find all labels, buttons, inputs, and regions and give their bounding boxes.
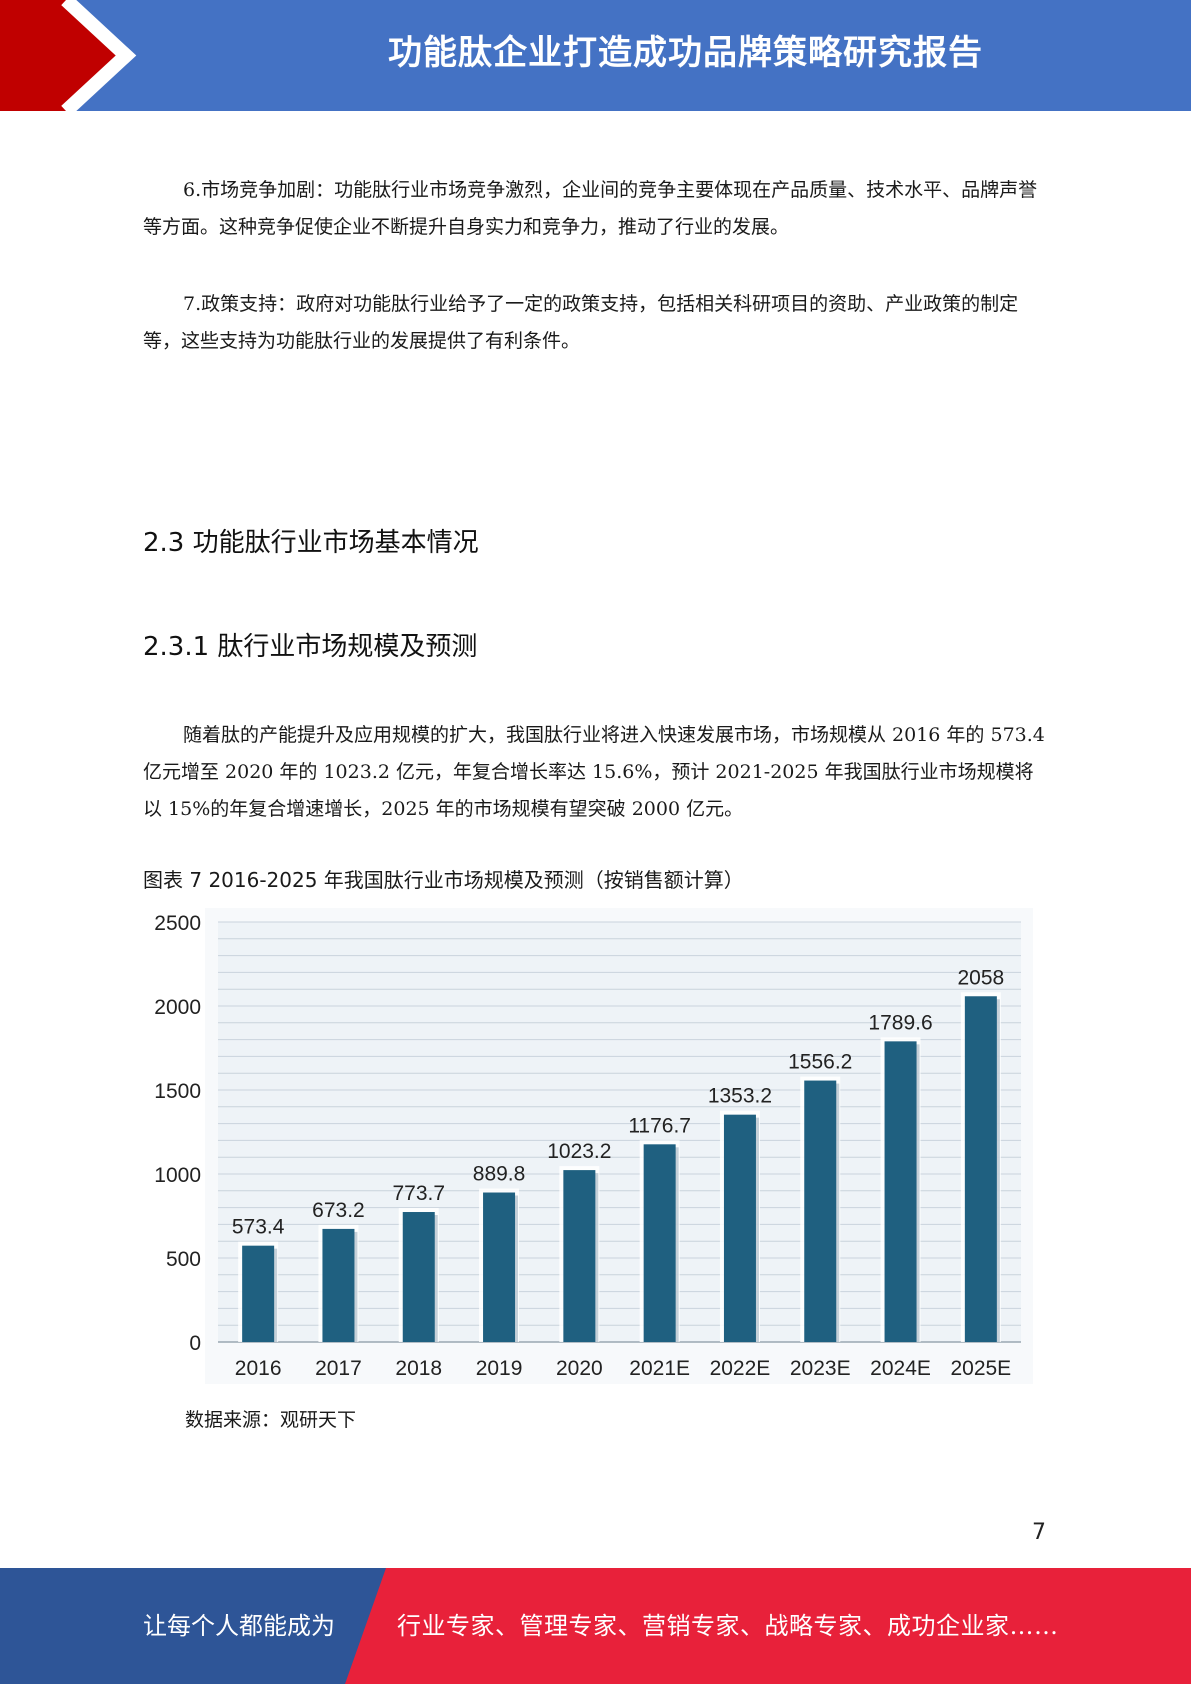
data-source-note: 数据来源：观研天下	[185, 1409, 357, 1431]
x-tick-label: 2020	[556, 1357, 603, 1380]
data-label: 1176.7	[628, 1114, 691, 1137]
bar	[402, 1212, 435, 1342]
header-banner: 功能肽企业打造成功品牌策略研究报告	[0, 0, 1191, 111]
x-tick-label: 2017	[315, 1357, 362, 1380]
y-tick-label: 1500	[154, 1080, 201, 1103]
paragraph-market-size: 随着肽的产能提升及应用规模的扩大，我国肽行业将进入快速发展市场，市场规模从 20…	[143, 724, 1045, 820]
x-tick-label: 2024E	[870, 1357, 931, 1380]
bar	[242, 1245, 275, 1342]
data-label: 573.4	[232, 1216, 285, 1239]
market-size-bar-chart: 0 500 1000 1500 2000 2500 573.4 2016 673.2 2017 77…	[143, 900, 1043, 1386]
x-tick-label: 2025E	[950, 1357, 1011, 1380]
x-tick-label: 2016	[235, 1357, 282, 1380]
bar	[483, 1192, 516, 1342]
paragraph-market-competition: 6.市场竞争加剧：功能肽行业市场竞争激烈，企业间的竞争主要体现在产品质量、技术水…	[143, 179, 1038, 238]
data-label: 773.7	[392, 1182, 445, 1205]
data-label: 1353.2	[708, 1085, 772, 1108]
x-tick-label: 2019	[476, 1357, 523, 1380]
bar	[884, 1041, 917, 1342]
y-tick-label: 500	[166, 1248, 201, 1271]
y-tick-label: 1000	[154, 1164, 201, 1187]
figure-caption: 图表 7 2016-2025 年我国肽行业市场规模及预测（按销售额计算）	[143, 868, 744, 892]
x-tick-label: 2021E	[629, 1357, 690, 1380]
data-label: 1556.2	[788, 1051, 852, 1074]
subsection-heading: 2.3.1 肽行业市场规模及预测	[143, 632, 478, 662]
data-label: 2058	[957, 966, 1004, 989]
chart-svg: 0 500 1000 1500 2000 2500 573.4 2016 673.2 2017 77…	[154, 908, 1033, 1384]
paragraph-policy-support: 7.政策支持：政府对功能肽行业给予了一定的政策支持，包括相关科研项目的资助、产业…	[143, 293, 1019, 352]
report-title: 功能肽企业打造成功品牌策略研究报告	[388, 33, 983, 73]
bar	[563, 1170, 596, 1342]
x-tick-label: 2022E	[710, 1357, 771, 1380]
x-tick-label: 2023E	[790, 1357, 851, 1380]
footer-slogan-left: 让每个人都能成为	[143, 1612, 335, 1640]
data-label: 889.8	[473, 1163, 526, 1186]
footer-banner: 让每个人都能成为 行业专家、管理专家、营销专家、战略专家、成功企业家……	[0, 1568, 1191, 1684]
bar	[723, 1114, 756, 1342]
footer-background	[0, 1568, 1191, 1684]
data-label: 673.2	[312, 1199, 365, 1222]
page-number: 7	[1032, 1520, 1046, 1545]
y-tick-label: 0	[189, 1332, 201, 1355]
bar	[964, 996, 997, 1342]
data-label: 1789.6	[868, 1011, 932, 1034]
bar	[643, 1144, 676, 1342]
bar	[322, 1228, 355, 1342]
data-label: 1023.2	[547, 1140, 611, 1163]
x-tick-label: 2018	[395, 1357, 442, 1380]
chevron-arrow-icon	[0, 0, 137, 111]
bar	[804, 1080, 837, 1342]
y-tick-label: 2000	[154, 996, 201, 1019]
y-tick-label: 2500	[154, 912, 201, 935]
section-heading: 2.3 功能肽行业市场基本情况	[143, 528, 479, 558]
footer-slogan-right: 行业专家、管理专家、营销专家、战略专家、成功企业家……	[397, 1612, 1059, 1640]
